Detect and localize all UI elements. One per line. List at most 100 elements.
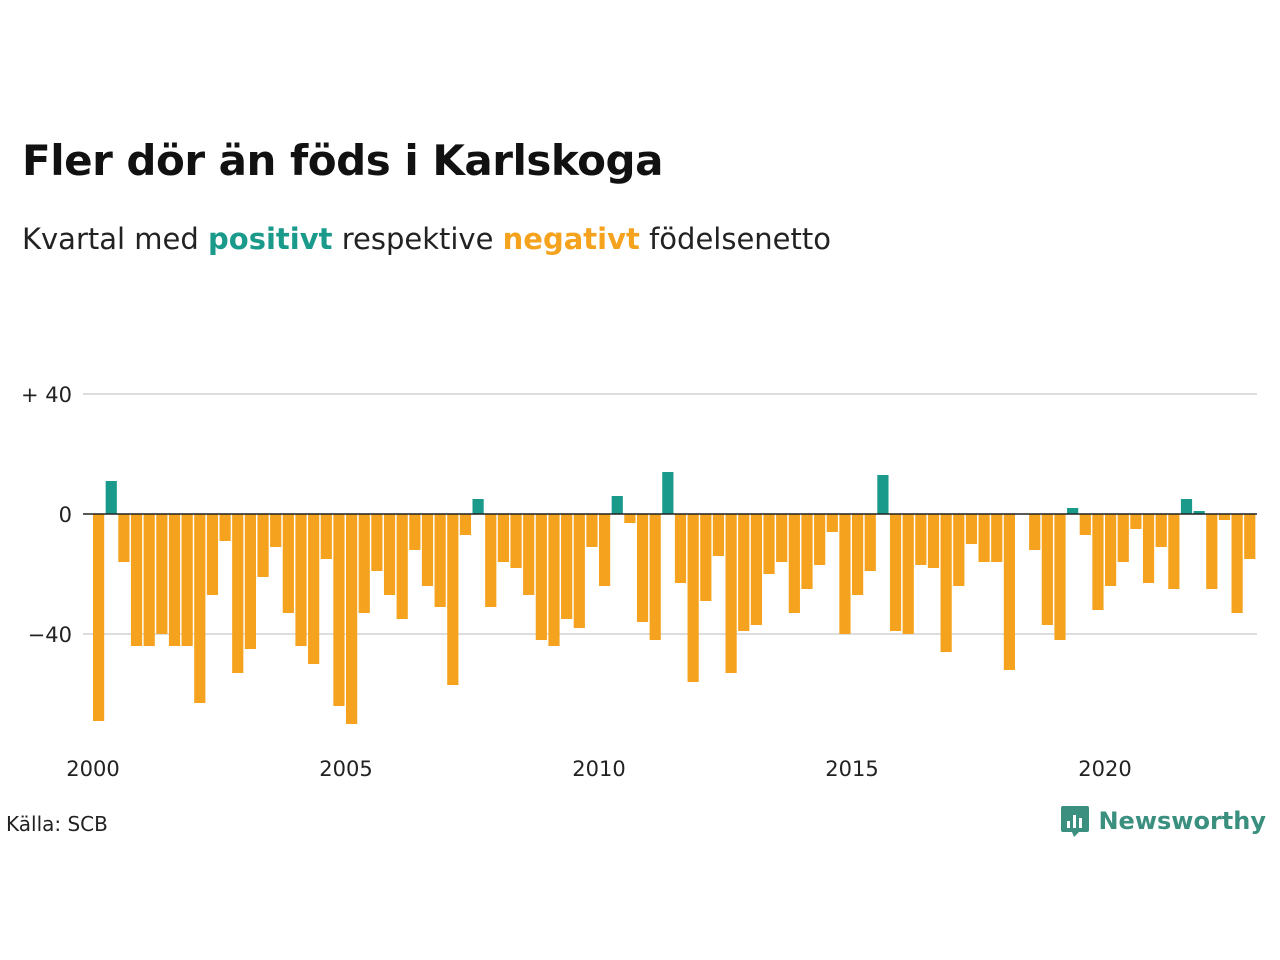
bar	[738, 514, 750, 631]
x-tick-label: 2005	[319, 757, 372, 781]
bar	[725, 514, 737, 673]
x-tick-label: 2000	[66, 757, 119, 781]
bar	[814, 514, 826, 565]
bar	[1092, 514, 1104, 610]
subtitle-prefix: Kvartal med	[22, 222, 209, 256]
bar	[573, 514, 585, 628]
bar	[776, 514, 788, 562]
bar	[510, 514, 522, 568]
bar	[953, 514, 965, 586]
bar	[991, 514, 1003, 562]
bar	[497, 514, 509, 562]
bar	[674, 514, 687, 583]
bar	[143, 514, 155, 646]
bar	[346, 514, 358, 724]
bar	[320, 514, 332, 559]
bar	[358, 514, 370, 613]
bar	[1142, 514, 1155, 583]
bar	[421, 514, 434, 586]
subtitle-positive-label: positivt	[208, 222, 333, 256]
x-tick-label: 2015	[825, 757, 878, 781]
bar	[168, 514, 181, 646]
bar	[712, 514, 725, 556]
brand-name: Newsworthy	[1098, 807, 1266, 835]
bar-chart: + 40 0 −40 2000 2005 2010 2015 2020	[21, 383, 1257, 781]
bar	[852, 514, 864, 595]
subtitle-middle: respektive	[332, 222, 503, 256]
bar	[940, 514, 952, 652]
bar	[1117, 514, 1129, 562]
subtitle-suffix: födelsenetto	[639, 222, 831, 256]
bar	[965, 514, 978, 544]
bar	[156, 514, 168, 634]
bar	[624, 514, 636, 523]
bar	[333, 514, 345, 706]
bar	[523, 514, 535, 595]
bar	[788, 514, 800, 613]
bar	[130, 514, 143, 646]
bar	[801, 514, 813, 589]
bar	[548, 514, 560, 646]
bar	[535, 514, 547, 640]
bar	[485, 514, 497, 607]
bar	[915, 514, 927, 565]
bar	[105, 481, 117, 514]
bar	[409, 514, 421, 550]
chart-subtitle: Kvartal med positivt respektive negativt…	[22, 222, 831, 256]
bar	[447, 514, 459, 685]
bar	[308, 514, 320, 664]
bars	[93, 472, 1256, 724]
bar	[459, 514, 472, 535]
bar	[1054, 514, 1066, 640]
bar	[396, 514, 408, 619]
bar	[118, 514, 130, 562]
bar	[1231, 514, 1243, 613]
bar	[700, 514, 712, 601]
bar	[1244, 514, 1256, 559]
bar	[599, 514, 611, 586]
bar	[270, 514, 282, 547]
bar	[1067, 508, 1079, 514]
x-tick-label: 2020	[1078, 757, 1131, 781]
bar	[839, 514, 851, 634]
source-note: Källa: SCB	[6, 812, 108, 836]
bar	[864, 514, 876, 571]
newsworthy-logo: Newsworthy	[1060, 804, 1266, 838]
bar	[1003, 514, 1015, 670]
bar	[1029, 514, 1041, 550]
bar	[1079, 514, 1091, 535]
bar	[1105, 514, 1117, 586]
bar	[1130, 514, 1142, 529]
bar	[434, 514, 446, 607]
bar	[826, 514, 838, 532]
bar	[687, 514, 699, 682]
bar	[219, 514, 231, 541]
bar	[649, 514, 661, 640]
y-tick-label: −40	[28, 623, 72, 647]
bar	[1155, 514, 1167, 547]
bar	[1041, 514, 1053, 625]
bar	[889, 514, 902, 631]
chart-title: Fler dör än föds i Karlskoga	[22, 136, 663, 185]
x-tick-label: 2010	[572, 757, 625, 781]
axes: + 40 0 −40 2000 2005 2010 2015 2020	[21, 383, 1257, 781]
bar	[636, 514, 649, 622]
bar	[1206, 514, 1218, 589]
bar	[927, 514, 940, 568]
subtitle-negative-label: negativt	[502, 222, 640, 256]
bar	[257, 514, 269, 577]
bar	[282, 514, 294, 613]
bar	[1193, 511, 1205, 514]
bar	[978, 514, 990, 562]
bar	[662, 472, 674, 514]
newsworthy-logo-icon	[1061, 806, 1090, 837]
y-tick-label: + 40	[21, 383, 72, 407]
bar	[561, 514, 573, 619]
bar	[93, 514, 105, 721]
y-tick-label: 0	[59, 503, 72, 527]
bar	[371, 514, 383, 571]
bar	[763, 514, 775, 574]
bar	[611, 496, 623, 514]
bar	[877, 475, 889, 514]
bar	[232, 514, 244, 673]
